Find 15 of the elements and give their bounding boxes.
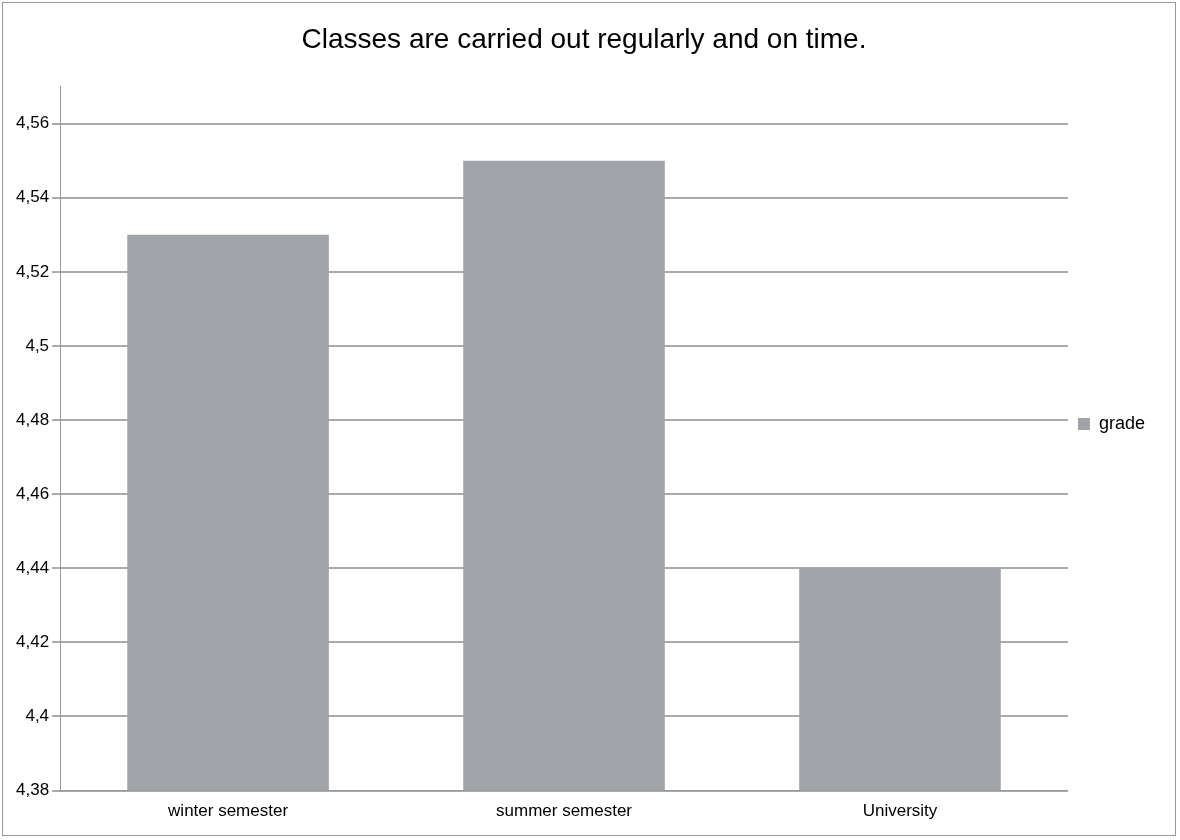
y-tick-label: 4,44 [15,557,50,577]
y-tick-label: 4,54 [15,187,50,207]
y-tick-label: 4,38 [15,780,50,800]
y-tick-label: 4,42 [15,632,50,652]
x-tick-label: University [862,801,938,821]
chart-title: Classes are carried out regularly and on time. [301,22,867,54]
y-tick-label: 4,56 [15,113,50,133]
x-tick-label: winter semester [167,801,289,821]
y-tick-label: 4,52 [15,261,50,281]
y-tick-label: 4,48 [15,409,50,429]
x-tick-label: summer semester [496,801,633,821]
y-tick-label: 4,5 [25,335,50,355]
legend-label: grade [1098,412,1146,433]
y-tick-label: 4,46 [15,483,50,503]
y-tick-label: 4,4 [25,706,50,726]
